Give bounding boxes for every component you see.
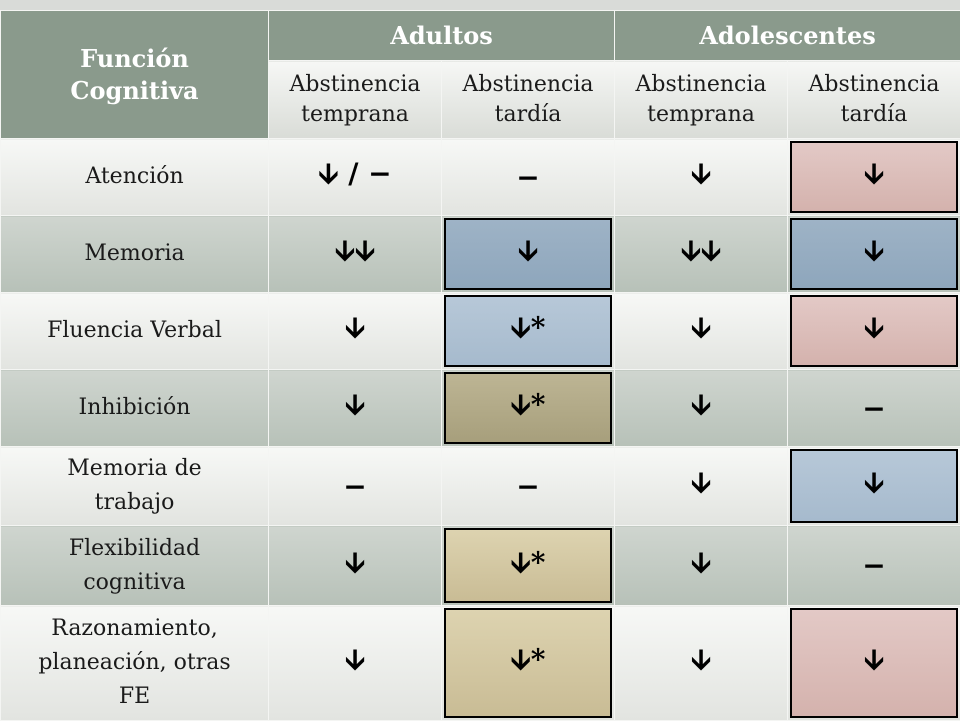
cell-text: 🡫 <box>345 384 365 432</box>
cell-value-highlight: 🡫 <box>788 139 960 216</box>
cell-value: − <box>442 447 615 526</box>
cell-value: 🡫 <box>615 139 788 216</box>
cell-text: 🡫 <box>864 230 884 278</box>
header-adolescentes: Adolescentes <box>615 11 960 61</box>
cell-text: 🡫* <box>511 639 546 687</box>
highlight-box: 🡫* <box>444 528 612 603</box>
highlight-box: 🡫* <box>444 608 612 718</box>
cell-text: 🡫 <box>691 462 711 510</box>
cell-text: 🡫 <box>691 639 711 687</box>
subheader-adolescentes-temprana: Abstinencia temprana <box>615 61 788 139</box>
cell-value-highlight: 🡫 <box>788 216 960 293</box>
cell-text: 🡫 <box>864 153 884 201</box>
cell-text: 🡫 <box>691 307 711 355</box>
cell-text: 🡫 <box>345 639 365 687</box>
table-row-flexibilidad-cognitiva: Flexibilidad cognitiva 🡫 🡫* 🡫 − <box>1 526 960 606</box>
subheader-adultos-temprana: Abstinencia temprana <box>269 61 442 139</box>
cell-value: 🡫🡫 <box>615 216 788 293</box>
cognitive-function-table: Función Cognitiva Adultos Adolescentes A… <box>0 10 960 721</box>
cell-text: 🡫 <box>691 384 711 432</box>
cell-value-highlight: 🡫 <box>442 216 615 293</box>
row-label: Atención <box>1 139 269 216</box>
table-row-inhibicion: Inhibición 🡫 🡫* 🡫 − <box>1 370 960 447</box>
row-label: Fluencia Verbal <box>1 293 269 370</box>
cell-value-highlight: 🡫* <box>442 293 615 370</box>
highlight-box: 🡫 <box>790 608 958 718</box>
table-row-atencion: Atención 🡫 / − − 🡫 🡫 <box>1 139 960 216</box>
cell-text: 🡫 <box>691 153 711 201</box>
row-label-text: Razonamiento, planeación, otras FE <box>35 612 235 714</box>
cell-value: 🡫 <box>269 526 442 606</box>
cell-text: − <box>516 161 539 194</box>
cell-value: 🡫 <box>615 526 788 606</box>
cell-value: 🡫 <box>615 606 788 721</box>
table-row-fluencia-verbal: Fluencia Verbal 🡫 🡫* 🡫 🡫 <box>1 293 960 370</box>
table-row-memoria-de-trabajo: Memoria de trabajo − − 🡫 🡫 <box>1 447 960 526</box>
cell-text: 🡫 <box>345 542 365 590</box>
cell-value-highlight: 🡫 <box>788 447 960 526</box>
highlight-box: 🡫* <box>444 372 612 444</box>
highlight-box: 🡫* <box>444 295 612 367</box>
cell-value: 🡫 <box>269 370 442 447</box>
cell-text: 🡫 <box>345 307 365 355</box>
cell-value-highlight: 🡫* <box>442 526 615 606</box>
cell-text: 🡫 / − <box>318 153 391 201</box>
cell-value: − <box>269 447 442 526</box>
cell-text: 🡫* <box>511 307 546 355</box>
cell-value: 🡫 <box>615 293 788 370</box>
row-label-text: Flexibilidad cognitiva <box>50 532 220 600</box>
cell-text: − <box>862 549 885 582</box>
row-label: Memoria <box>1 216 269 293</box>
highlight-box: 🡫 <box>444 218 612 290</box>
cell-text: − <box>862 392 885 425</box>
row-label: Memoria de trabajo <box>1 447 269 526</box>
row-label: Razonamiento, planeación, otras FE <box>1 606 269 721</box>
cell-value: − <box>788 526 960 606</box>
cell-text: 🡫 <box>864 307 884 355</box>
cell-value: 🡫 <box>615 370 788 447</box>
header-row-groups: Función Cognitiva Adultos Adolescentes <box>1 11 960 61</box>
cell-value: − <box>442 139 615 216</box>
subheader-adultos-tardia: Abstinencia tardía <box>442 61 615 139</box>
cell-value-highlight: 🡫* <box>442 370 615 447</box>
subheader-adolescentes-tardia: Abstinencia tardía <box>788 61 960 139</box>
row-label-text: Memoria de trabajo <box>50 452 220 520</box>
header-col0-text: Función Cognitiva <box>45 43 225 107</box>
cell-text: − <box>516 470 539 503</box>
cell-text: 🡫 <box>864 639 884 687</box>
header-funcion-cognitiva: Función Cognitiva <box>1 11 269 139</box>
cell-text: 🡫 <box>518 230 538 278</box>
top-band <box>0 0 960 10</box>
cell-value: − <box>788 370 960 447</box>
cell-text: 🡫* <box>511 542 546 590</box>
highlight-box: 🡫 <box>790 449 958 523</box>
highlight-box: 🡫 <box>790 218 958 290</box>
cell-value-highlight: 🡫 <box>788 606 960 721</box>
cell-text: 🡫* <box>511 384 546 432</box>
highlight-box: 🡫 <box>790 141 958 213</box>
cell-value: 🡫 <box>269 293 442 370</box>
cell-value: 🡫 <box>615 447 788 526</box>
highlight-box: 🡫 <box>790 295 958 367</box>
cell-value-highlight: 🡫 <box>788 293 960 370</box>
cell-text: 🡫 <box>691 542 711 590</box>
cell-value: 🡫 <box>269 606 442 721</box>
cell-text: − <box>343 470 366 503</box>
table-row-memoria: Memoria 🡫🡫 🡫 🡫🡫 🡫 <box>1 216 960 293</box>
cell-value: 🡫🡫 <box>269 216 442 293</box>
header-adultos: Adultos <box>269 11 615 61</box>
cell-value: 🡫 / − <box>269 139 442 216</box>
cell-text: 🡫 <box>864 462 884 510</box>
row-label: Inhibición <box>1 370 269 447</box>
row-label: Flexibilidad cognitiva <box>1 526 269 606</box>
cell-text: 🡫🡫 <box>335 230 375 278</box>
cell-text: 🡫🡫 <box>681 230 721 278</box>
table-row-razonamiento: Razonamiento, planeación, otras FE 🡫 🡫* … <box>1 606 960 721</box>
cell-value-highlight: 🡫* <box>442 606 615 721</box>
